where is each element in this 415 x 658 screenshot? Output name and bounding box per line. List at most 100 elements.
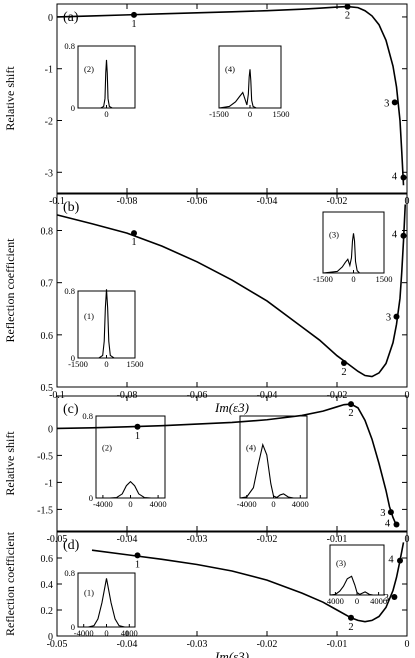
x-tick-label: -0.02 — [257, 639, 278, 650]
inset-x-tick-label: 0 — [351, 274, 355, 284]
x-tick-label: -0.02 — [257, 534, 278, 545]
inset-x-tick-label: 0 — [271, 499, 275, 509]
inset-x-tick-label: 1500 — [127, 359, 144, 369]
point-label: 4 — [388, 555, 394, 566]
inset-frame — [95, 415, 166, 499]
y-tick-label: -1 — [45, 65, 53, 76]
plot-frame — [56, 395, 408, 532]
point-label: 4 — [392, 171, 398, 182]
inset-x-tick-label: 1500 — [376, 274, 393, 284]
point-label: 1 — [135, 431, 140, 442]
point-label: 4 — [385, 519, 391, 530]
x-tick-label: -0.04 — [117, 639, 138, 650]
y-tick-label: 0.5 — [41, 383, 54, 394]
x-tick-label: 0 — [405, 639, 410, 650]
panel-a: -0.1 -0.08 -0.06 -0.04 -0.02 00-1-2-3Relative… — [3, 3, 410, 207]
inset-frame — [329, 544, 385, 596]
series-line — [56, 5, 405, 186]
y-tick-label: 0 — [48, 13, 53, 24]
panel-label: (c) — [63, 402, 79, 417]
data-point-1 — [134, 552, 141, 559]
panel-label: (a) — [63, 10, 79, 25]
inset-frame — [322, 211, 385, 274]
inset-frame — [77, 290, 136, 359]
inset-y-tick-label: 0.8 — [64, 286, 75, 296]
y-tick-label: 0.7 — [41, 279, 54, 290]
y-tick-label: -3 — [45, 168, 53, 179]
y-axis-label: Reflection coefficient — [3, 531, 17, 636]
data-point-2 — [344, 3, 351, 10]
x-tick-label: -0.05 — [47, 639, 68, 650]
point-label: 2 — [348, 408, 353, 419]
point-label: 1 — [131, 19, 136, 30]
x-tick-label: -0.04 — [117, 534, 138, 545]
x-axis-label: Im(ε3) — [214, 400, 249, 415]
point-label: 1 — [135, 559, 140, 570]
data-point-4 — [400, 174, 407, 181]
point-label: 1 — [131, 237, 136, 248]
inset-x-tick-label: -1500 — [209, 109, 229, 119]
data-point-4 — [397, 557, 403, 564]
panel-d: -0.05 -0.04 -0.03 -0.02 -0.01 0 0 0.2 0.4 0.6 Refl… — [3, 531, 410, 658]
data-point-2 — [348, 401, 354, 408]
inset-x-tick-label: -4000 — [237, 499, 257, 509]
series-line — [56, 403, 398, 526]
x-tick-label: -0.02 — [327, 196, 348, 207]
data-point-3 — [387, 509, 394, 516]
inset-curve — [78, 578, 135, 628]
y-tick-label: 0.6 — [41, 331, 54, 342]
inset-y-tick-label: 0 — [71, 103, 75, 113]
y-tick-label: 0.2 — [41, 606, 54, 617]
inset-y-tick-label: 0 — [89, 493, 93, 503]
inset-frame — [239, 415, 308, 499]
y-axis-label: Relative shift — [3, 431, 17, 496]
inset-curve — [218, 69, 281, 109]
inset-frame — [77, 45, 136, 109]
inset-x-tick-label: 0 — [248, 109, 252, 119]
y-tick-label: 0 — [48, 424, 53, 435]
inset-x-tick-label: 1500 — [273, 109, 290, 119]
inset-2: 0 0 0.8 (2) — [64, 41, 136, 119]
x-tick-label: -0.03 — [187, 639, 208, 650]
panel-label: (d) — [63, 538, 80, 553]
inset-curve — [78, 59, 135, 109]
inset-label: (1) — [84, 588, 94, 598]
inset-3: 4000 0 4000 (3) — [327, 544, 387, 606]
inset-curve — [78, 289, 135, 359]
inset-x-tick-label: 0 — [104, 359, 108, 369]
data-point-2 — [348, 614, 354, 621]
data-point-4 — [400, 232, 407, 239]
inset-label: (2) — [84, 64, 94, 74]
inset-curve — [322, 233, 384, 274]
point-label: 3 — [384, 593, 389, 604]
inset-4: -4000 0 4000 (4) — [237, 415, 309, 509]
inset-label: (2) — [102, 442, 112, 452]
inset-x-tick-label: 4000 — [370, 596, 387, 606]
x-tick-label: -0.04 — [257, 196, 278, 207]
y-tick-label: -1.5 — [37, 505, 53, 516]
plot-frame — [56, 193, 408, 388]
x-tick-label: -0.08 — [117, 196, 138, 207]
plot-frame — [56, 3, 408, 194]
inset-3: -1500 0 1500 (3) — [313, 211, 393, 284]
y-tick-label: -1 — [45, 478, 53, 489]
inset-x-tick-label: -1500 — [313, 274, 333, 284]
inset-label: (4) — [246, 442, 256, 452]
point-label: 2 — [345, 11, 350, 22]
inset-x-tick-label: 4000 — [121, 628, 138, 638]
inset-x-tick-label: 0 — [128, 499, 132, 509]
point-label: 2 — [348, 622, 353, 633]
data-point-1 — [131, 11, 137, 18]
inset-x-tick-label: 0 — [104, 628, 108, 638]
inset-y-tick-label: 0.8 — [64, 568, 75, 578]
y-tick-label: 0.8 — [41, 227, 54, 238]
point-label: 3 — [380, 508, 385, 519]
inset-y-tick-label: 0.8 — [82, 411, 93, 421]
data-point-3 — [393, 313, 400, 320]
series-line — [56, 204, 407, 378]
inset-y-tick-label: 0 — [71, 353, 75, 363]
data-point-3 — [391, 99, 398, 106]
